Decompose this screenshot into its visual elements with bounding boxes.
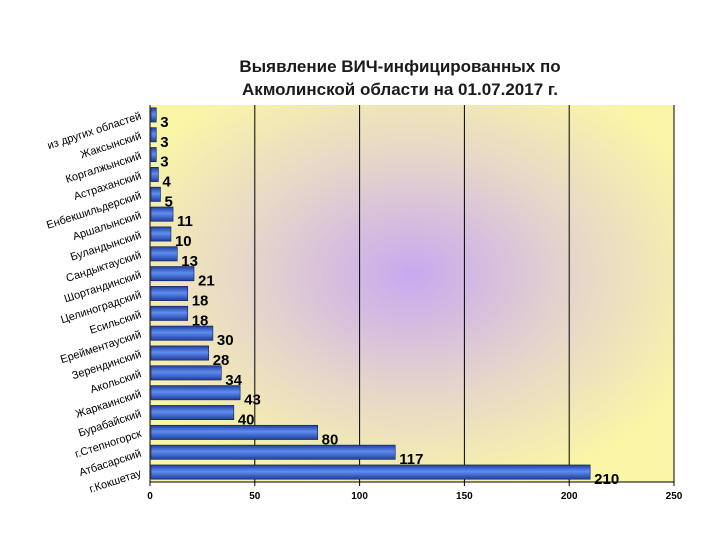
plot-area: [150, 105, 674, 482]
data-label: 34: [225, 372, 242, 389]
bar: [150, 107, 157, 123]
bar: [150, 127, 157, 143]
bar: [150, 385, 241, 401]
bar: [150, 424, 318, 440]
bar: [150, 405, 235, 420]
bar: [150, 286, 189, 301]
bar: [150, 226, 172, 242]
x-tick-label: 150: [456, 491, 473, 502]
data-label: 80: [322, 431, 339, 448]
x-tick-label: 200: [561, 491, 578, 502]
data-label: 10: [175, 233, 192, 250]
x-tick-label: 250: [666, 491, 683, 502]
bar: [150, 325, 214, 341]
bar: [150, 206, 174, 222]
bar: [150, 464, 591, 480]
x-tick-label: 100: [351, 491, 368, 502]
data-label: 4: [162, 173, 171, 190]
bar: [150, 305, 189, 321]
data-label: 3: [160, 114, 168, 131]
data-label: 28: [213, 352, 230, 369]
data-label: 11: [177, 213, 193, 230]
bar: [150, 167, 159, 182]
data-label: 117: [399, 451, 423, 468]
data-label: 18: [192, 312, 209, 329]
bar: [150, 246, 178, 262]
data-label: 30: [217, 332, 234, 349]
chart-title-line-2: Акмолинской области на 01.07.2017 г.: [242, 80, 558, 99]
data-label: 40: [238, 412, 255, 429]
x-tick-label: 0: [147, 491, 153, 502]
data-label: 5: [164, 193, 172, 210]
chart-title-line-1: Выявление ВИЧ-инфицированных по: [239, 57, 561, 76]
data-label: 13: [181, 253, 198, 270]
data-label: 3: [160, 154, 168, 171]
bar: [150, 186, 161, 202]
data-label: 3: [160, 134, 168, 151]
bar: [150, 345, 209, 361]
bar: [150, 365, 222, 381]
bar: [150, 147, 157, 163]
data-label: 43: [244, 392, 261, 409]
bar: [150, 266, 195, 282]
data-label: 210: [594, 471, 619, 488]
data-label: 18: [192, 293, 209, 310]
x-tick-label: 50: [249, 491, 261, 502]
bar: [150, 444, 396, 460]
data-label: 21: [198, 273, 215, 290]
